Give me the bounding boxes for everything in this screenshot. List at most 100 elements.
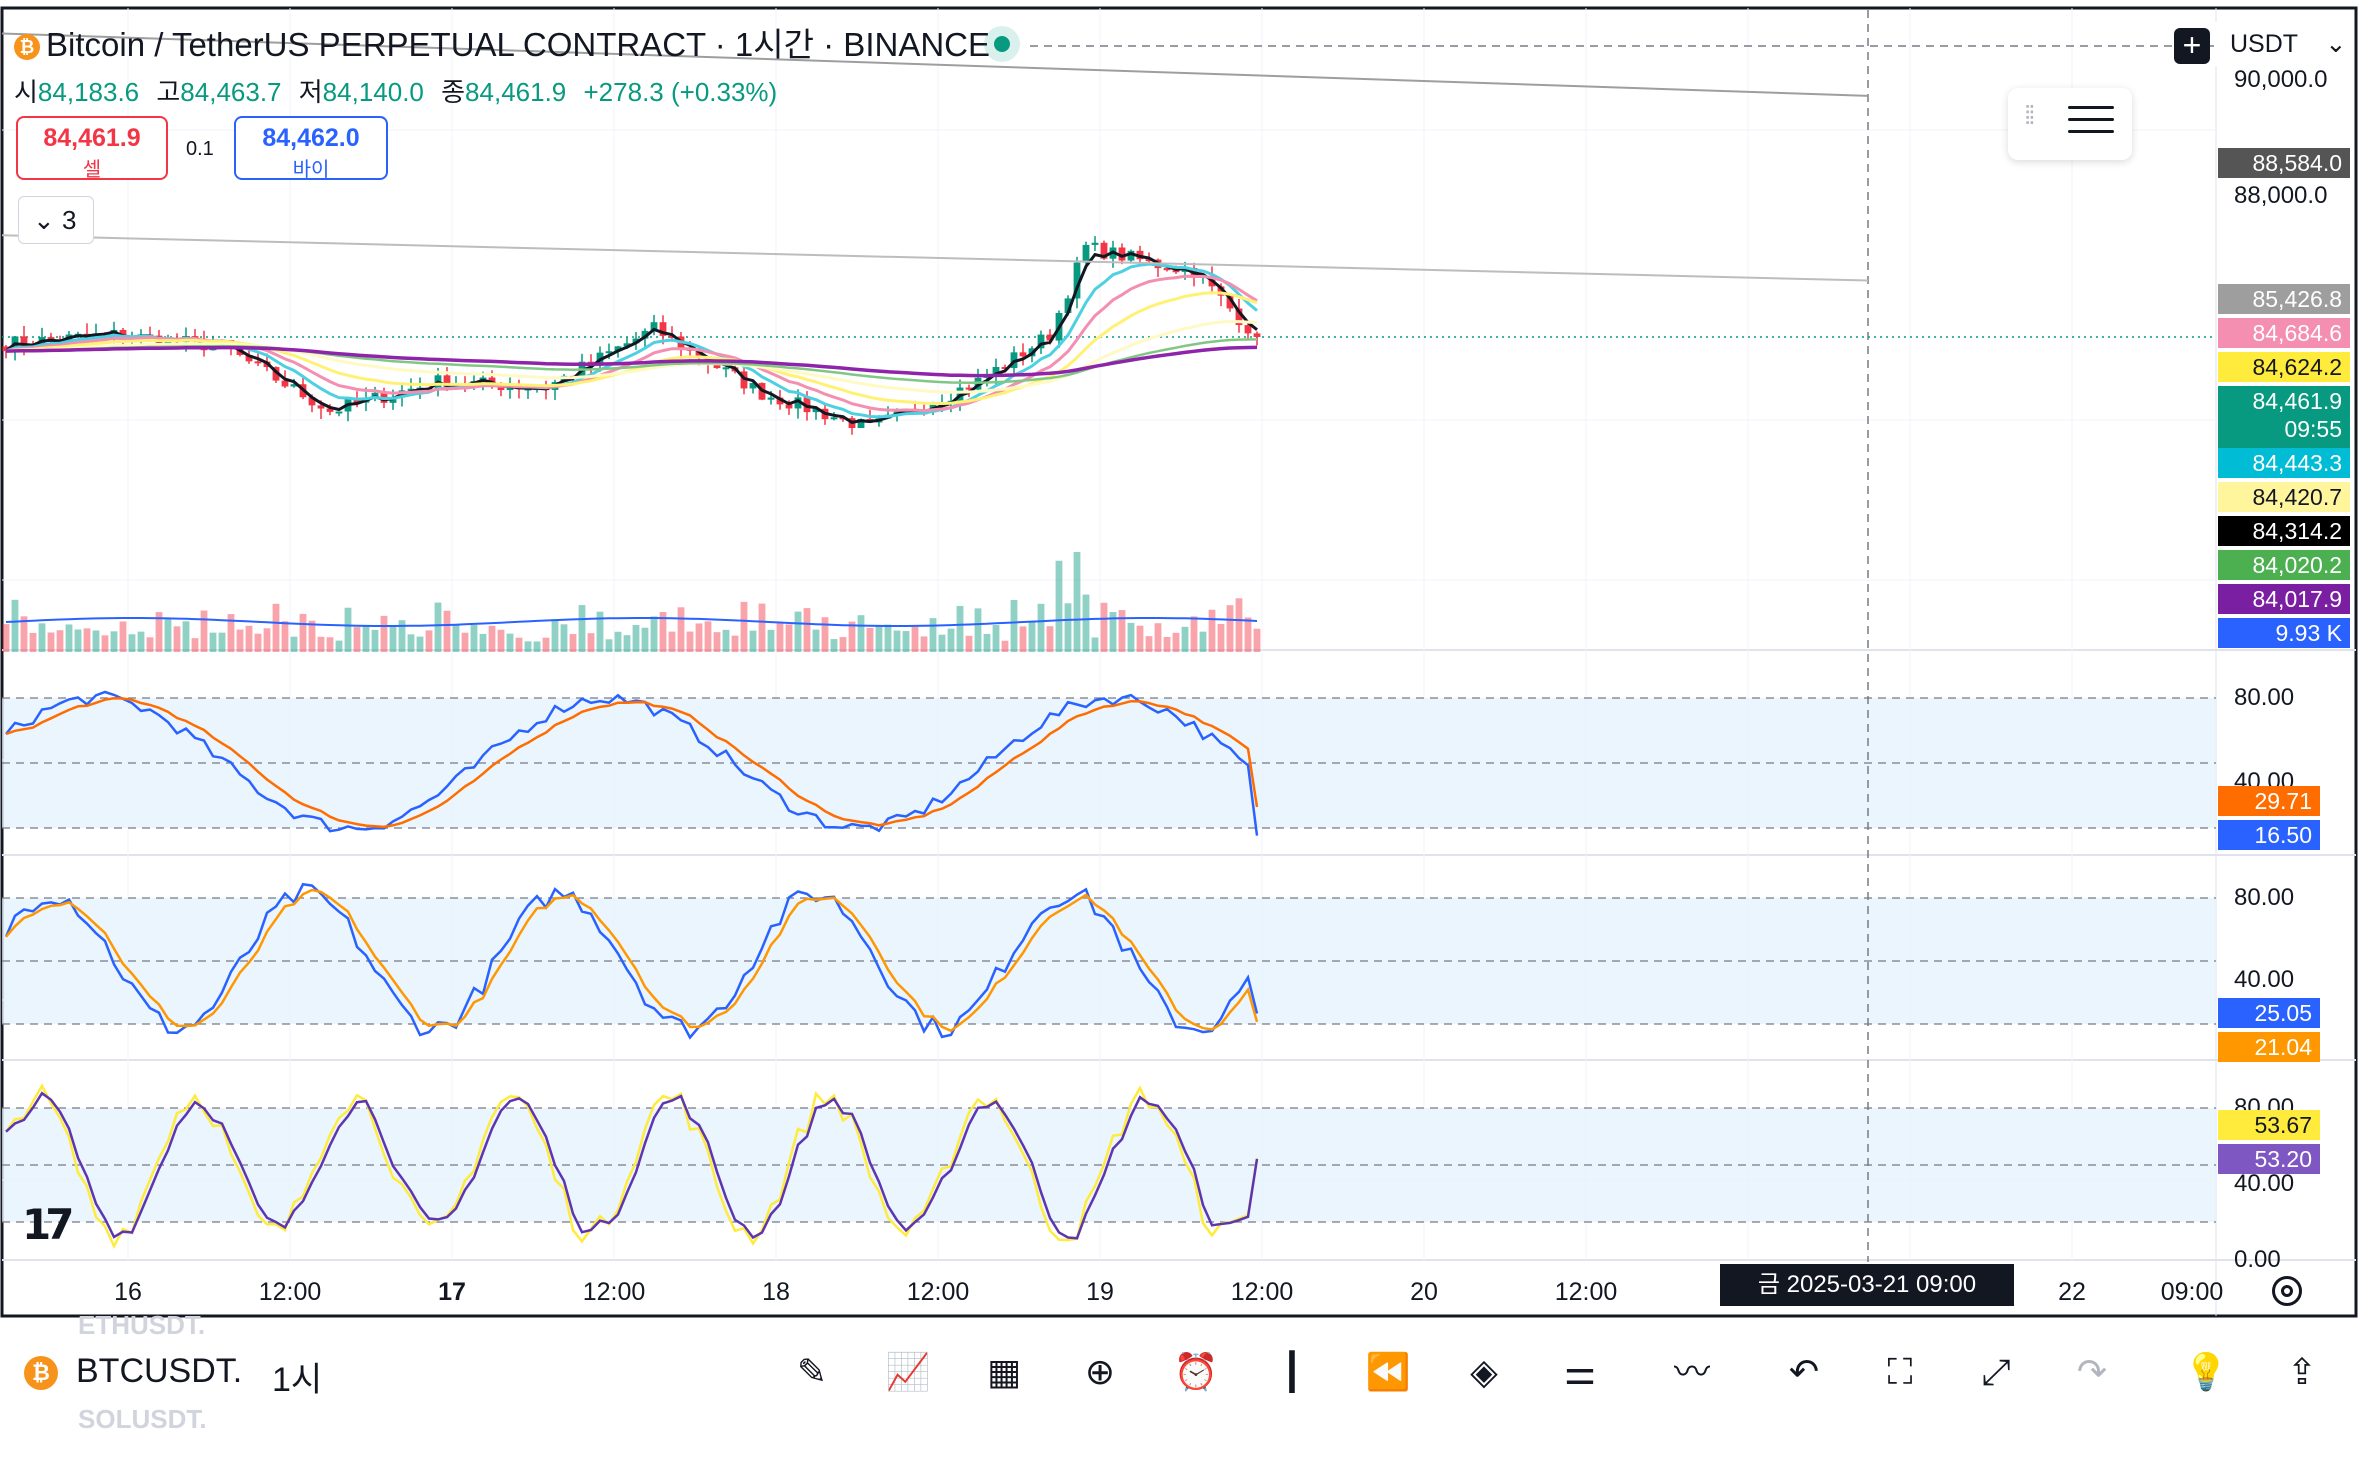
time-tick-label: 18 bbox=[762, 1278, 790, 1306]
volume-bar bbox=[128, 634, 136, 652]
volume-bar bbox=[974, 608, 982, 652]
candle-body bbox=[272, 367, 280, 381]
price-axis-label: 84,443.3 bbox=[2218, 448, 2350, 478]
oscillator-tick-label: 40.00 bbox=[2234, 966, 2295, 993]
volume-ma-line bbox=[5, 617, 1258, 627]
symbol-selector[interactable]: BTCUSDT. bbox=[76, 1352, 243, 1390]
volume-bar bbox=[911, 626, 919, 652]
candles-icon[interactable]: ┃ bbox=[1281, 1351, 1303, 1392]
fullscreen-icon[interactable]: ⛶ bbox=[1887, 1351, 1913, 1392]
idea-icon[interactable]: 💡 bbox=[2183, 1351, 2229, 1392]
plus-circle-icon[interactable]: ⊕ bbox=[1084, 1351, 1116, 1392]
volume-bar bbox=[1082, 594, 1090, 652]
candle-body bbox=[317, 405, 325, 409]
volume-bar bbox=[470, 624, 478, 652]
bitcoin-icon: ₿ bbox=[14, 34, 40, 61]
time-tick-label: 12:00 bbox=[906, 1278, 970, 1306]
candle-body bbox=[740, 371, 748, 389]
candle-body bbox=[650, 322, 658, 331]
time-tick-label: 20 bbox=[1410, 1278, 1438, 1306]
settings-sliders-icon[interactable]: ⚌ bbox=[1563, 1351, 1597, 1392]
volume-bar bbox=[281, 621, 289, 652]
ma-lightyellow-line bbox=[5, 319, 1258, 394]
volume-bar bbox=[398, 620, 406, 652]
volume-bar bbox=[1046, 626, 1054, 652]
volume-bar bbox=[1181, 626, 1189, 652]
volume-bar bbox=[110, 631, 118, 652]
sell-button[interactable]: 84,461.9 셀 bbox=[16, 116, 168, 181]
volume-bar bbox=[245, 625, 253, 652]
volume-bar bbox=[56, 630, 64, 652]
expand-icon[interactable]: ⤢ bbox=[1981, 1351, 2011, 1392]
volume-bar bbox=[758, 603, 766, 652]
volume-bar bbox=[1019, 626, 1027, 652]
volume-bar bbox=[362, 626, 370, 652]
volume-bar bbox=[227, 614, 235, 652]
crosshair-time-label: 금 2025-03-21 09:00 bbox=[1720, 1264, 2014, 1306]
price-axis-label: 88,584.0 bbox=[2218, 148, 2350, 178]
undo-icon[interactable]: ↶ bbox=[1788, 1351, 1820, 1392]
candle-body bbox=[1091, 242, 1099, 245]
interval-selector[interactable]: 1시 bbox=[272, 1361, 323, 1399]
candle-body bbox=[47, 337, 55, 340]
volume-bar bbox=[1190, 616, 1198, 652]
drag-handle-icon[interactable]: ⁞⁞ bbox=[2024, 100, 2036, 130]
share-icon[interactable]: ⇪ bbox=[2286, 1351, 2318, 1392]
candle-body bbox=[713, 363, 721, 369]
time-tick-label: 17 bbox=[438, 1278, 466, 1306]
volume-bar bbox=[335, 640, 343, 652]
volume-bar bbox=[659, 611, 667, 652]
indicators-collapse-button[interactable]: ⌄ 3 bbox=[18, 196, 94, 244]
redo-icon[interactable]: ↷ bbox=[2076, 1351, 2108, 1392]
volume-bar bbox=[389, 625, 397, 652]
ma-gray-dark-line bbox=[1, 32, 1869, 97]
volume-bar bbox=[272, 603, 280, 652]
alarm-icon[interactable]: ⏰ bbox=[1173, 1351, 1219, 1392]
volume-bar bbox=[1127, 622, 1135, 652]
candle-body bbox=[641, 330, 649, 339]
chart-title: ₿ Bitcoin / TetherUS PERPETUAL CONTRACT ·… bbox=[14, 18, 990, 66]
pen-icon[interactable]: ✎ bbox=[796, 1351, 828, 1392]
volume-bar bbox=[740, 601, 748, 652]
volume-bar bbox=[83, 628, 91, 652]
candle-body bbox=[794, 397, 802, 409]
candle-body bbox=[1019, 352, 1027, 357]
volume-bar bbox=[956, 605, 964, 652]
volume-bar bbox=[857, 615, 865, 652]
volume-bar bbox=[839, 637, 847, 652]
compare-icon[interactable]: 〰 bbox=[1673, 1351, 1710, 1392]
volume-bar bbox=[686, 631, 694, 652]
chevron-down-icon: ⌄ bbox=[33, 205, 55, 235]
volume-bar bbox=[1001, 640, 1009, 652]
price-axis-label: 84,624.2 bbox=[2218, 352, 2350, 382]
indicators-icon[interactable]: 📈 bbox=[885, 1351, 931, 1392]
volume-bar bbox=[443, 610, 451, 652]
volume-bar bbox=[200, 610, 208, 652]
price-axis-label: 84,684.6 bbox=[2218, 318, 2350, 348]
volume-bar bbox=[1028, 622, 1036, 652]
candle-body bbox=[335, 411, 343, 414]
volume-bar bbox=[191, 638, 199, 652]
price-tick-label: 90,000.0 bbox=[2234, 66, 2328, 93]
candle-body bbox=[749, 383, 757, 389]
stoch-fast-k-line bbox=[4, 1083, 1259, 1249]
settings-gear-icon[interactable] bbox=[2272, 1276, 2302, 1306]
layers-icon[interactable]: ◈ bbox=[1470, 1351, 1498, 1392]
volume-bar bbox=[1118, 610, 1126, 652]
buy-button[interactable]: 84,462.0 바이 bbox=[234, 116, 388, 181]
add-plus-icon[interactable]: + bbox=[2174, 28, 2210, 64]
volume-bar bbox=[497, 629, 505, 652]
replay-icon[interactable]: ⏪ bbox=[1365, 1351, 1411, 1392]
oscillator-tick-label: 0.00 bbox=[2234, 1246, 2281, 1273]
volume-bar bbox=[1226, 605, 1234, 652]
layout-icon[interactable]: ▦ bbox=[986, 1351, 1021, 1392]
volume-bar bbox=[1073, 552, 1081, 652]
volume-bar bbox=[722, 629, 730, 652]
currency-select[interactable]: USDT ⌄ bbox=[2214, 22, 2354, 66]
chart-canvas[interactable] bbox=[0, 0, 2360, 1318]
volume-bar bbox=[893, 630, 901, 652]
object-tree-button[interactable]: ⁞⁞ bbox=[2008, 88, 2132, 160]
candle-body bbox=[1217, 286, 1225, 296]
volume-bar bbox=[164, 618, 172, 652]
candle-body bbox=[1127, 250, 1135, 261]
